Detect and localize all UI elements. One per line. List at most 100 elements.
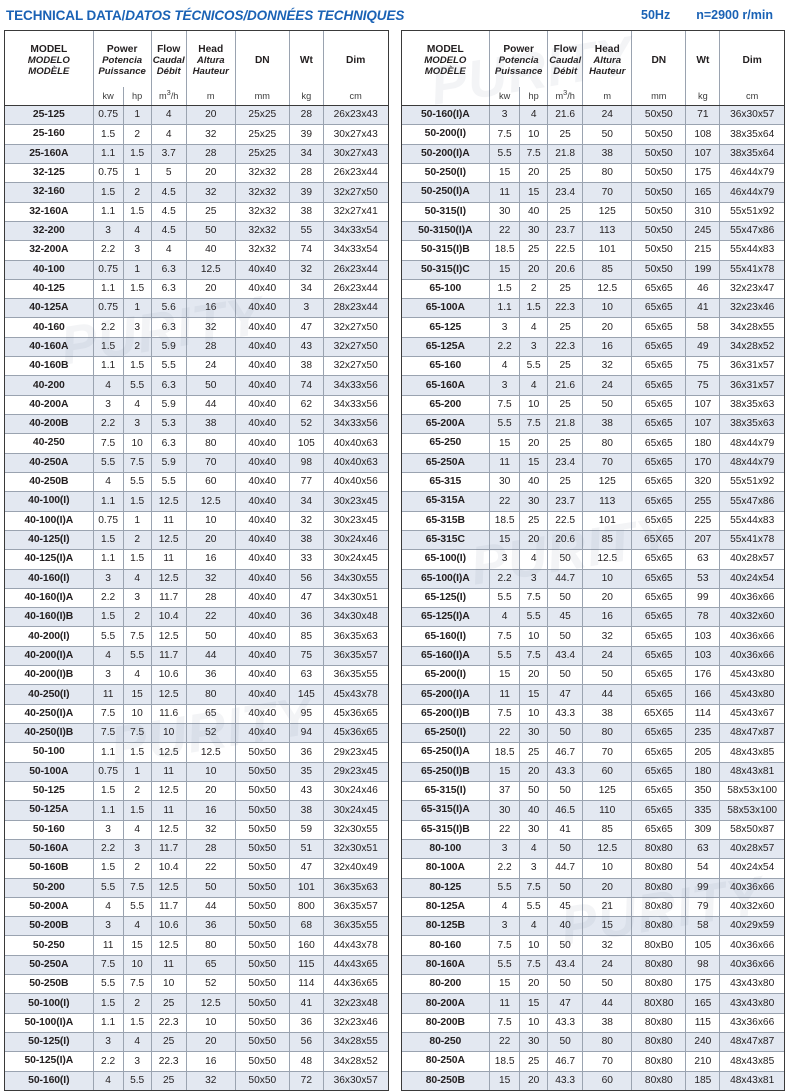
- cell-value: 48x47x87: [720, 724, 784, 743]
- cell-value: 56: [289, 1033, 323, 1052]
- col-unit-head: m: [186, 87, 235, 106]
- cell-model: 40-100(I)A: [5, 511, 93, 530]
- cell-value: 36x35x55: [323, 666, 387, 685]
- cell-value: 800: [289, 897, 323, 916]
- cell-value: 7.5: [490, 1013, 520, 1032]
- cell-value: 320: [686, 472, 720, 491]
- col-header-power: Power Potencia Puissance: [93, 31, 151, 87]
- cell-model: 32-125: [5, 163, 93, 182]
- cell-model: 50-125(I)A: [5, 1052, 93, 1071]
- cell-model: 65-315A: [402, 492, 490, 511]
- cell-value: 50x50: [632, 183, 686, 202]
- col-header-power-en: Power: [491, 44, 546, 56]
- cell-value: 34x28x55: [323, 1033, 387, 1052]
- cell-value: 15: [490, 1071, 520, 1090]
- cell-model: 40-200(I)B: [5, 666, 93, 685]
- cell-value: 1.1: [93, 743, 123, 762]
- cell-model: 40-160(I): [5, 569, 93, 588]
- cell-value: 55x51x92: [720, 202, 784, 221]
- cell-model: 50-160A: [5, 839, 93, 858]
- cell-value: 7.5: [93, 724, 123, 743]
- cell-value: 25: [548, 279, 583, 298]
- cell-value: 176: [686, 666, 720, 685]
- cell-value: 25: [548, 395, 583, 414]
- cell-model: 80-250A: [402, 1052, 490, 1071]
- cell-value: 65x65: [632, 550, 686, 569]
- cell-value: 20: [520, 163, 548, 182]
- cell-model: 32-160: [5, 183, 93, 202]
- cell-value: 22.3: [548, 299, 583, 318]
- cell-value: 15: [490, 975, 520, 994]
- cell-value: 15: [490, 666, 520, 685]
- cell-value: 4: [123, 221, 151, 240]
- cell-value: 2.2: [93, 839, 123, 858]
- cell-model: 65-250: [402, 434, 490, 453]
- cell-value: 2: [123, 125, 151, 144]
- cell-model: 65-200(I)B: [402, 704, 490, 723]
- cell-value: 165: [686, 183, 720, 202]
- cell-model: 65-125A: [402, 337, 490, 356]
- col-header-dim: Dim: [720, 31, 784, 87]
- cell-value: 25: [548, 318, 583, 337]
- cell-value: 10: [151, 975, 186, 994]
- cell-value: 10.6: [151, 666, 186, 685]
- cell-value: 55x44x83: [720, 241, 784, 260]
- cell-value: 65x65: [632, 801, 686, 820]
- cell-value: 11.7: [151, 646, 186, 665]
- cell-value: 24: [583, 955, 632, 974]
- cell-value: 245: [686, 221, 720, 240]
- cell-value: 41: [686, 299, 720, 318]
- cell-value: 40x40: [235, 608, 289, 627]
- cell-value: 7.5: [520, 588, 548, 607]
- cell-value: 34x28x52: [720, 337, 784, 356]
- cell-value: 15: [123, 936, 151, 955]
- cell-value: 32: [289, 260, 323, 279]
- cell-value: 225: [686, 511, 720, 530]
- cell-value: 50x50: [235, 1033, 289, 1052]
- cell-value: 15: [520, 453, 548, 472]
- cell-value: 20: [583, 878, 632, 897]
- col-unit-flow: m3/h: [548, 87, 583, 106]
- cell-model: 40-200(I)A: [5, 646, 93, 665]
- cell-model: 50-315(I)B: [402, 241, 490, 260]
- cell-value: 50x50: [632, 106, 686, 125]
- cell-value: 65x65: [632, 820, 686, 839]
- cell-value: 3: [123, 588, 151, 607]
- col-header-model: MODEL MODELO MODÈLE: [5, 31, 93, 87]
- cell-value: 53: [686, 569, 720, 588]
- col-header-dn: DN: [235, 31, 289, 87]
- cell-value: 95: [289, 704, 323, 723]
- cell-value: 43x43x80: [720, 975, 784, 994]
- cell-value: 12.5: [151, 530, 186, 549]
- left-table-wrapper: MODEL MODELO MODÈLE Power Potencia Puiss…: [4, 30, 389, 1091]
- cell-value: 50: [583, 666, 632, 685]
- cell-value: 80x80: [632, 1013, 686, 1032]
- cell-value: 1.1: [93, 202, 123, 221]
- col-header-model-es: MODELO: [6, 55, 92, 66]
- cell-value: 32x27x50: [323, 318, 387, 337]
- cell-value: 2: [123, 781, 151, 800]
- col-unit-hp: hp: [520, 87, 548, 106]
- cell-value: 55x47x86: [720, 221, 784, 240]
- cell-value: 50: [548, 550, 583, 569]
- cell-value: 28: [186, 839, 235, 858]
- cell-value: 103: [686, 646, 720, 665]
- cell-value: 45x36x65: [323, 704, 387, 723]
- cell-value: 2.2: [93, 318, 123, 337]
- cell-value: 3: [490, 550, 520, 569]
- cell-value: 11: [490, 183, 520, 202]
- cell-value: 50: [186, 376, 235, 395]
- cell-value: 40x40: [235, 646, 289, 665]
- cell-value: 50x50: [632, 144, 686, 163]
- cell-value: 45x43x80: [720, 666, 784, 685]
- cell-value: 310: [686, 202, 720, 221]
- cell-value: 94: [289, 724, 323, 743]
- col-header-head-es: Altura: [584, 55, 630, 66]
